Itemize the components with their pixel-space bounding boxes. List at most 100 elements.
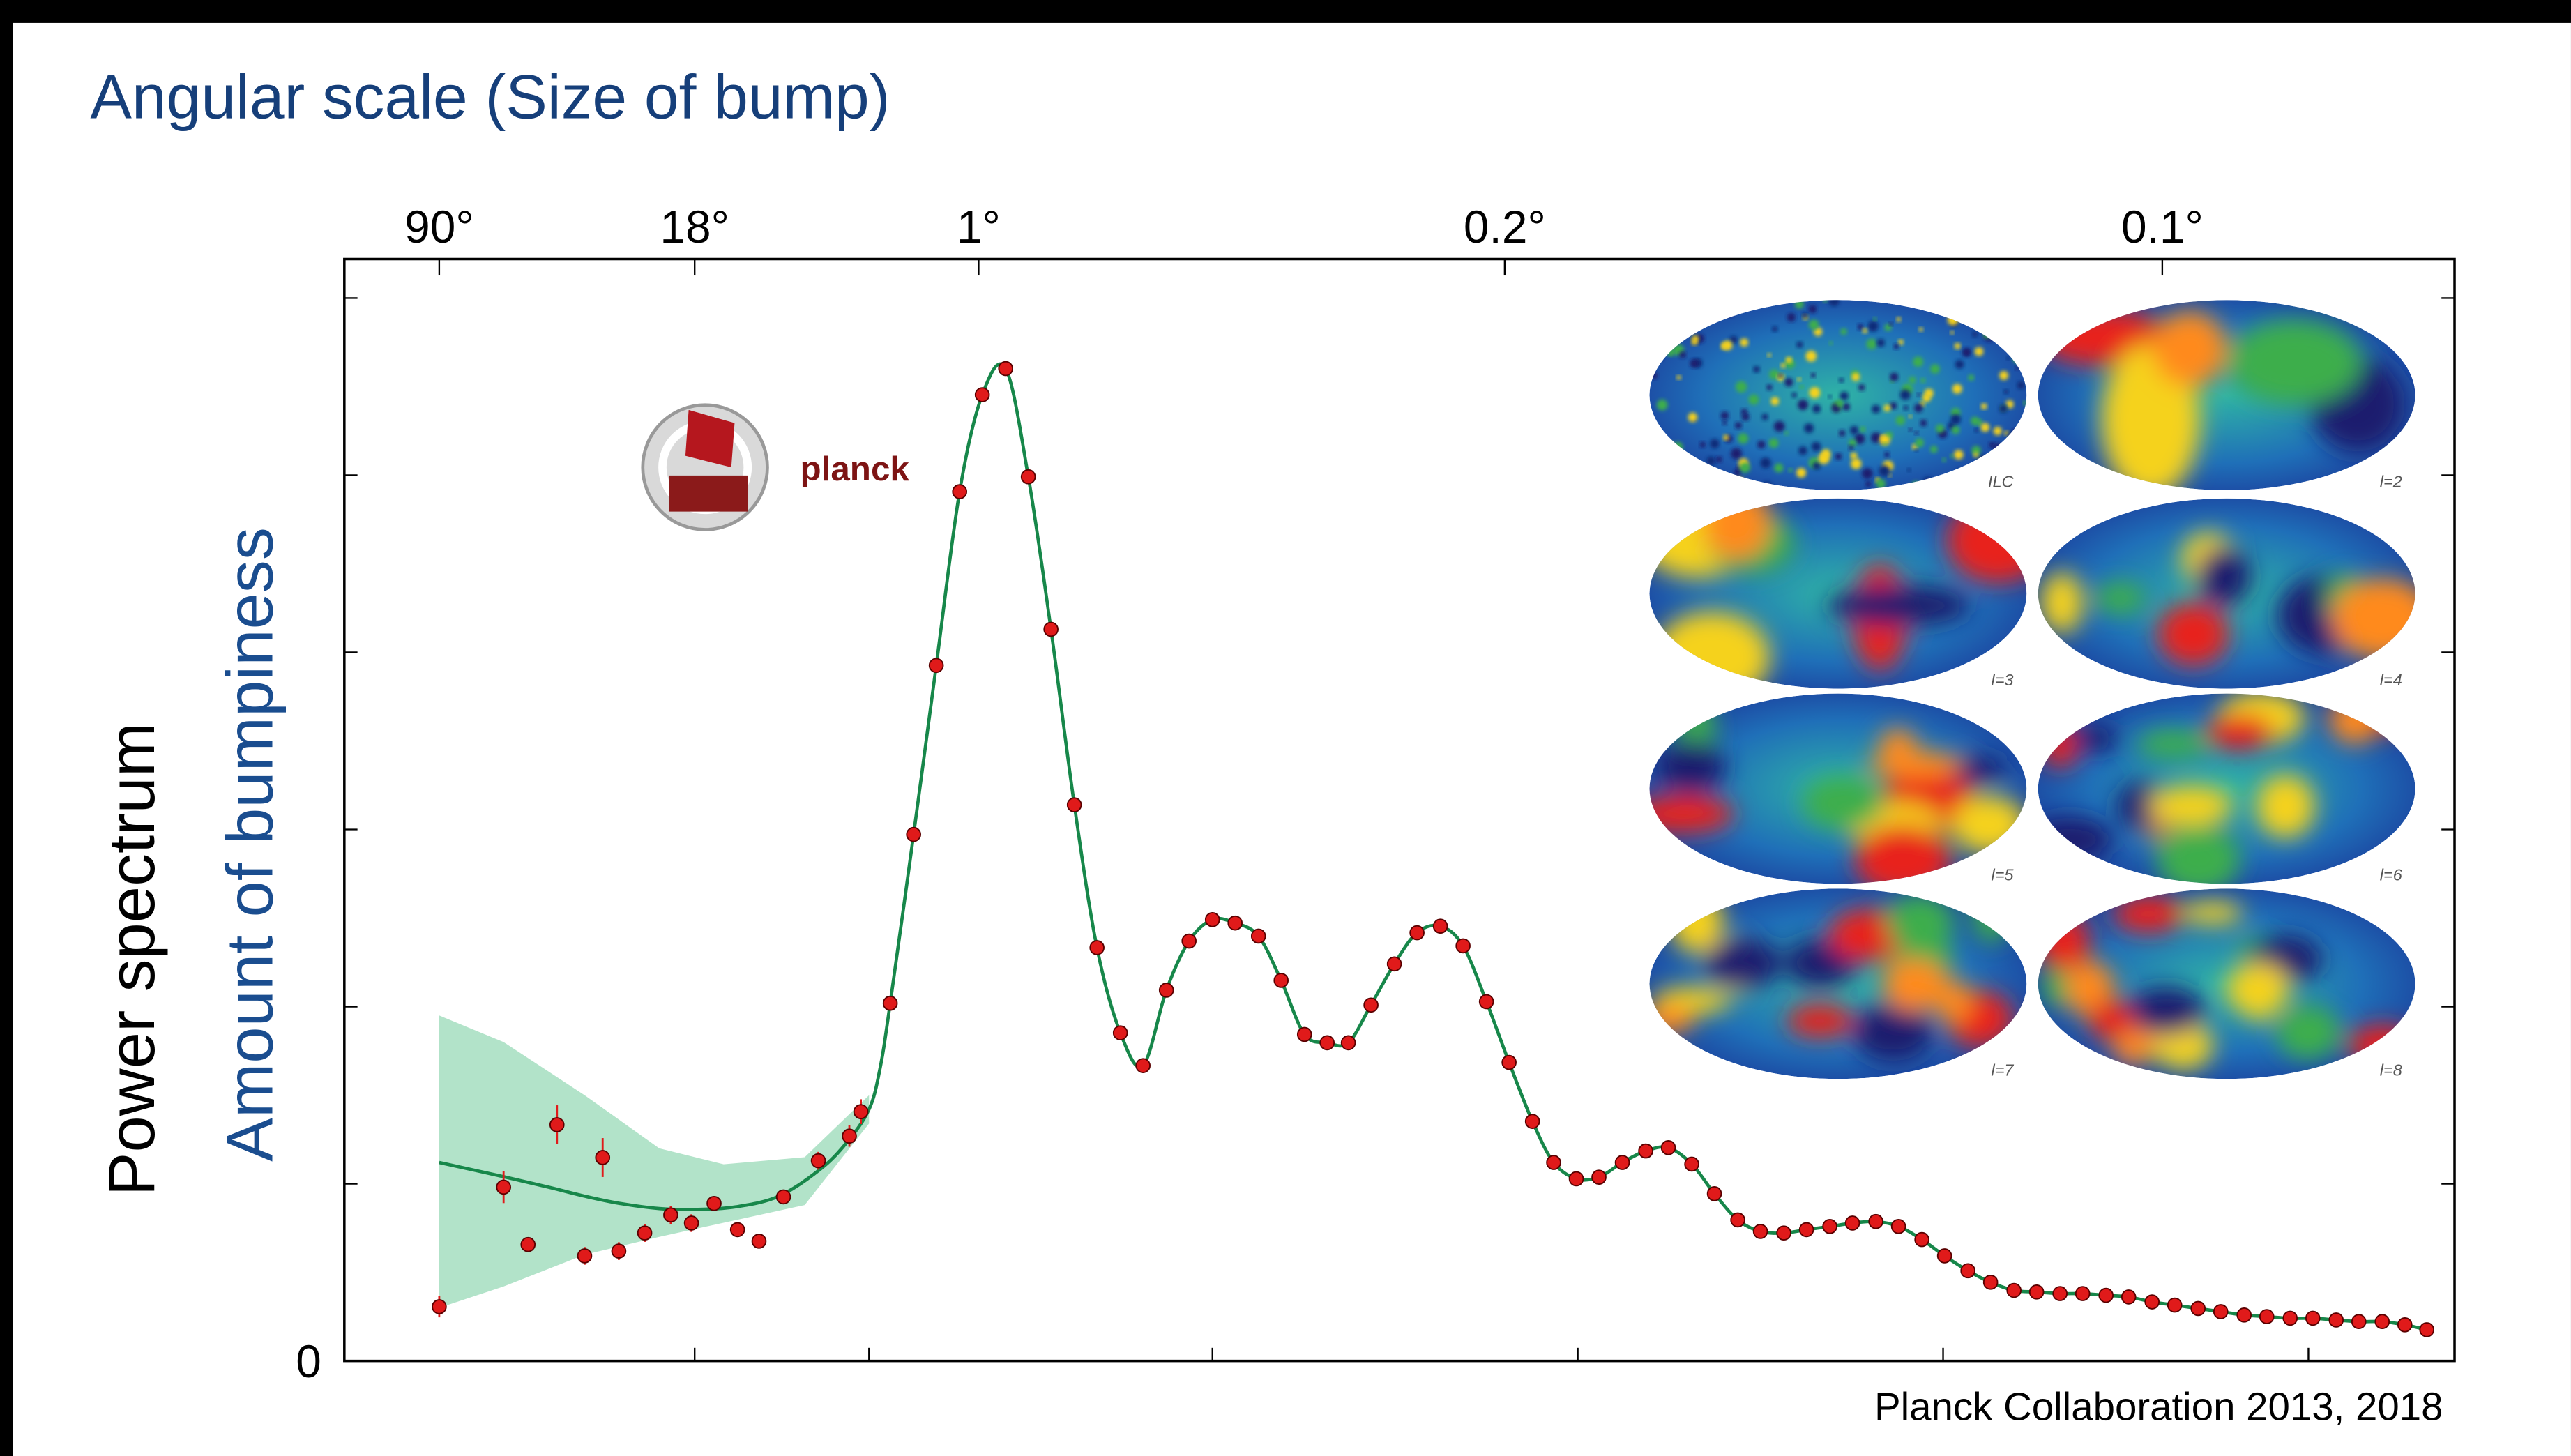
data-point — [1089, 940, 1105, 955]
map-blob — [2137, 730, 2209, 758]
data-point — [882, 995, 898, 1011]
map-speck — [1791, 392, 1797, 398]
map-blob — [2257, 774, 2315, 838]
map-speck — [1849, 445, 1854, 450]
data-point — [1730, 1212, 1745, 1228]
sky-map — [2038, 888, 2415, 1079]
map-speck — [1862, 328, 1867, 333]
map-speck — [1950, 414, 1961, 425]
data-point — [1776, 1225, 1791, 1241]
map-speck — [1729, 335, 1738, 344]
map-speck — [1828, 341, 1833, 345]
map-speck — [1850, 458, 1862, 469]
map-speck — [1866, 338, 1877, 350]
planck-logo: planck — [641, 403, 909, 531]
map-speck — [1897, 339, 1904, 345]
data-point — [1752, 1224, 1768, 1239]
map-speck — [1735, 422, 1742, 430]
map-speck — [1968, 374, 1975, 381]
logo-base — [669, 475, 748, 512]
map-speck — [1787, 313, 1796, 322]
map-speck — [1676, 375, 1681, 380]
map-speck — [1873, 317, 1877, 321]
data-point — [810, 1153, 826, 1169]
data-point — [611, 1243, 627, 1259]
map-speck — [1950, 331, 1955, 335]
map-blob — [1803, 776, 1883, 830]
map-speck — [1706, 456, 1715, 466]
data-point — [2236, 1307, 2252, 1323]
y-axis-subtitle: Amount of bumpiness — [213, 527, 286, 1162]
data-point — [1501, 1054, 1517, 1070]
data-point — [2259, 1309, 2275, 1324]
map-speck — [1774, 463, 1784, 473]
map-speck — [1735, 381, 1747, 393]
map-speck — [1850, 452, 1858, 460]
map-speck — [1849, 439, 1856, 447]
map-speck — [1955, 360, 1964, 369]
data-point — [2075, 1286, 2091, 1301]
data-point — [1363, 997, 1379, 1013]
map-speck — [1835, 453, 1842, 460]
map-blob — [2042, 967, 2072, 1007]
map-speck — [1796, 341, 1803, 349]
map-speck — [1909, 377, 1916, 384]
data-point — [1204, 911, 1220, 927]
map-blob — [2152, 311, 2227, 387]
map-label: l=4 — [2380, 671, 2402, 689]
data-point — [1706, 1185, 1722, 1201]
map-speck — [1784, 431, 1789, 435]
map-speck — [1811, 441, 1821, 452]
map-speck — [1883, 404, 1891, 412]
data-point — [595, 1150, 611, 1165]
data-point — [2167, 1297, 2183, 1313]
map-speck — [2017, 381, 2025, 390]
map-speck — [1862, 468, 1873, 479]
map-speck — [1954, 450, 1964, 460]
map-blob — [1886, 895, 1954, 951]
map-blob — [2114, 895, 2184, 932]
map-speck — [1784, 378, 1793, 387]
data-point — [729, 1222, 745, 1238]
map-speck — [1797, 400, 1809, 411]
map-base — [2038, 693, 2415, 884]
map-speck — [1962, 348, 1971, 357]
data-point — [1524, 1114, 1540, 1129]
map-speck — [2015, 366, 2019, 370]
map-speck — [1840, 391, 1849, 401]
map-blob — [1787, 1004, 1853, 1038]
data-point — [663, 1207, 678, 1223]
map-blob — [1656, 740, 1726, 794]
map-speck — [1999, 404, 2008, 414]
map-speck — [1720, 342, 1728, 350]
map-speck — [1851, 372, 1860, 381]
data-point — [2374, 1314, 2390, 1330]
data-point — [1478, 994, 1494, 1010]
map-speck — [1884, 324, 1892, 331]
map-blob — [2157, 602, 2229, 666]
map-speck — [1975, 419, 1983, 426]
map-speck — [1879, 465, 1890, 477]
map-speck — [1768, 438, 1779, 448]
map-speck — [1804, 423, 1814, 433]
map-speck — [1857, 324, 1864, 331]
data-point — [1960, 1263, 1975, 1279]
data-point — [1614, 1155, 1630, 1170]
map-speck — [1818, 453, 1830, 464]
map-speck — [2005, 400, 2014, 409]
map-speck — [1840, 328, 1847, 335]
map-speck — [1710, 439, 1720, 449]
y-axis-title: Power spectrum — [95, 722, 168, 1196]
map-blob — [2148, 785, 2233, 826]
data-point — [1890, 1218, 1906, 1234]
map-speck — [1909, 427, 1913, 432]
map-blob — [2196, 546, 2251, 607]
map-speck — [1922, 393, 1931, 402]
map-speck — [1860, 426, 1866, 432]
map-label: l=6 — [2380, 866, 2403, 884]
map-speck — [1802, 312, 1808, 319]
map-speck — [1767, 353, 1771, 358]
data-point — [1638, 1143, 1653, 1159]
map-speck — [1974, 347, 1984, 356]
map-speck — [1918, 327, 1923, 332]
